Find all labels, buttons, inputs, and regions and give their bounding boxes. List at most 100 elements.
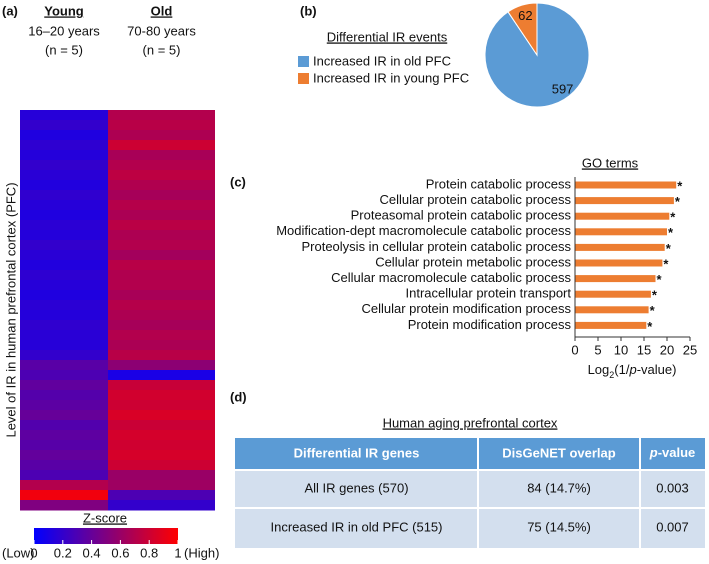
bar	[575, 259, 663, 267]
heatmap-cell	[20, 400, 108, 411]
heatmap-cell	[108, 380, 215, 391]
heatmap-cell	[20, 330, 108, 341]
table-header: Differential IR genes	[294, 445, 420, 460]
heatmap-cell	[108, 470, 215, 481]
heatmap-cell	[108, 430, 215, 441]
y-tick-label: Proteasomal protein catabolic process	[351, 208, 572, 223]
heatmap-cell	[20, 180, 108, 191]
annotation: *	[647, 319, 653, 334]
heatmap-cell	[108, 220, 215, 231]
x-tick-label: 15	[637, 342, 651, 357]
table-header-part: -value	[658, 445, 696, 460]
annotation: *	[657, 272, 663, 287]
y-tick-label: Protein modification process	[408, 317, 572, 332]
x-axis-label-part: Log	[588, 362, 610, 377]
heatmap-cell	[20, 260, 108, 271]
x-tick-label: 25	[683, 342, 697, 357]
heatmap-cell	[108, 180, 215, 191]
bar	[575, 197, 674, 205]
heatmap-cell	[108, 320, 215, 331]
annotation: *	[670, 210, 676, 225]
heatmap-cell	[20, 460, 108, 471]
colorbar	[34, 528, 178, 544]
heatmap-cell	[20, 480, 108, 491]
bar	[575, 275, 656, 283]
x-axis-label-part: 2	[609, 370, 614, 380]
heatmap-cell	[20, 350, 108, 361]
table-header: DisGeNET overlap	[502, 445, 615, 460]
x-tick-label: 10	[614, 342, 628, 357]
column-n: (n = 5)	[45, 42, 83, 57]
x-tick-label: 0	[571, 342, 578, 357]
heatmap-cell	[20, 120, 108, 131]
bar	[575, 306, 649, 314]
table-cell: 75 (14.5%)	[527, 519, 591, 534]
heatmap-cell	[108, 250, 215, 261]
pie-title: Differential IR events	[327, 29, 448, 44]
colorbar-low: (Low)	[2, 545, 35, 560]
heatmap-cell	[20, 200, 108, 211]
colorbar-high: (High)	[184, 545, 219, 560]
colorbar-tick-label: 0.4	[83, 545, 101, 560]
heatmap-cell	[20, 130, 108, 141]
panel-label: (c)	[230, 174, 246, 189]
table-cell: 0.003	[656, 480, 689, 495]
table-title: Human aging prefrontal cortex	[383, 415, 558, 430]
heatmap-cell	[108, 270, 215, 281]
heatmap-cell	[20, 420, 108, 431]
heatmap-cell	[108, 490, 215, 501]
heatmap-cell	[20, 190, 108, 201]
heatmap-cell	[20, 230, 108, 241]
heatmap-cell	[20, 300, 108, 311]
panel-label: (a)	[2, 3, 18, 18]
colorbar-title: Z-score	[83, 510, 127, 525]
heatmap-cell	[20, 160, 108, 171]
heatmap-cell	[108, 480, 215, 491]
heatmap-cell	[108, 440, 215, 451]
y-tick-label: Cellular protein modification process	[361, 301, 571, 316]
heatmap-cell	[108, 160, 215, 171]
column-title: Old	[151, 3, 173, 18]
heatmap-cell	[20, 310, 108, 321]
heatmap-cell	[108, 200, 215, 211]
annotation: *	[650, 303, 656, 318]
colorbar-tick-label: 1	[174, 545, 181, 560]
column-n: (n = 5)	[143, 42, 181, 57]
y-tick-label: Cellular macromolecule catabolic process	[331, 270, 571, 285]
legend-label: Increased IR in young PFC	[313, 70, 469, 85]
heatmap-cell	[108, 260, 215, 271]
heatmap-cell	[108, 150, 215, 161]
heatmap-cell	[20, 500, 108, 511]
heatmap-cell	[20, 430, 108, 441]
column-subtitle: 70-80 years	[127, 23, 196, 38]
heatmap-cell	[108, 140, 215, 151]
heatmap-cell	[20, 280, 108, 291]
table-cell: All IR genes (570)	[304, 480, 408, 495]
colorbar-tick-label: 0	[30, 545, 37, 560]
x-axis-label-part: -value)	[637, 362, 677, 377]
heatmap-cell	[20, 170, 108, 181]
x-axis-label-part: p	[628, 362, 636, 377]
y-tick-label: Intracellular protein transport	[406, 286, 572, 301]
legend-swatch	[298, 56, 309, 67]
heatmap-cell	[108, 460, 215, 471]
table-cell: 84 (14.7%)	[527, 480, 591, 495]
annotation: *	[666, 241, 672, 256]
heatmap-cell	[108, 360, 215, 371]
bar	[575, 243, 665, 251]
heatmap-cell	[20, 140, 108, 151]
colorbar-tick-label: 0.8	[140, 545, 158, 560]
panel-label: (b)	[300, 3, 317, 18]
heatmap-cell	[108, 350, 215, 361]
colorbar-tick-label: 0.6	[111, 545, 129, 560]
bar	[575, 212, 670, 220]
y-tick-label: Modification-dept macromolecule cataboli…	[276, 223, 571, 238]
table-header-part: p	[649, 445, 658, 460]
heatmap-cell	[108, 450, 215, 461]
y-tick-label: Proteolysis in cellular protein cataboli…	[301, 239, 571, 254]
heatmap-cell	[20, 270, 108, 281]
heatmap-cell	[20, 250, 108, 261]
table-header-bg	[235, 438, 705, 470]
heatmap-cell	[20, 440, 108, 451]
